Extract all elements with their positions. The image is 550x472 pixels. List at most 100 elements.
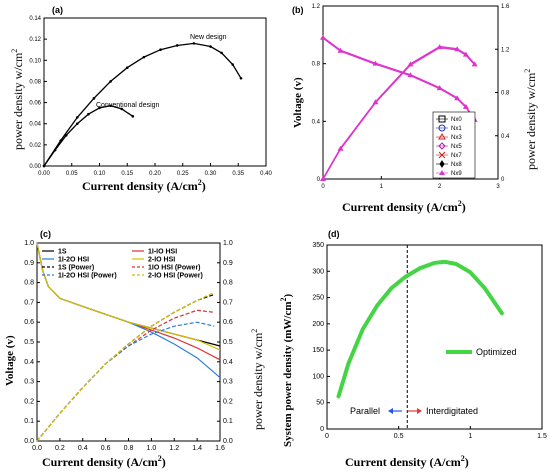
chart-d-y-tick-label: 50 — [316, 400, 324, 407]
chart-b-y-tick-label: 0 — [317, 177, 321, 183]
chart-d-optimized-line — [336, 259, 504, 399]
chart-b-legend-triangle-marker — [438, 133, 446, 140]
chart-d-y-tick-label: 0 — [320, 426, 324, 433]
chart-a-x-tick-label: 0.40 — [260, 171, 272, 177]
chart-d-arrow-right — [408, 408, 422, 414]
chart-c-legend-label: 1IO HSI (Power) — [148, 265, 201, 272]
chart-b-voltage-line-0 — [322, 37, 476, 121]
chart-a: (a) 0.00 0.05 0.10 0.15 0.20 0.25 0.30 0.35 0.40… — [10, 5, 272, 193]
chart-a-y-tick-label: 0.04 — [29, 122, 41, 128]
chart-a-y-tick-label: 0.00 — [29, 164, 41, 170]
chart-c-y-tick-label: 1.0 — [24, 240, 34, 247]
chart-b-power-point — [462, 51, 469, 57]
chart-b-legend-label: Nx3 — [451, 135, 462, 141]
chart-b-y-tick-label: 0.4 — [312, 119, 321, 125]
chart-c-power-line-3 — [36, 291, 215, 442]
chart-d-y-tick-label: 350 — [312, 242, 324, 249]
chart-b-power-point — [337, 145, 344, 151]
chart-b-legend-half-marker — [439, 160, 445, 168]
chart-c-y2-tick-label: 0.8 — [223, 280, 233, 287]
chart-c-legend-label: 1I-2O HSI — [58, 257, 89, 264]
chart-d-lines — [336, 259, 504, 399]
chart-a-plot-area — [43, 17, 267, 167]
chart-b-voltage-point — [454, 95, 461, 101]
chart-a-data-point — [64, 134, 68, 137]
chart-c-y-tick-label: 0.1 — [24, 418, 34, 425]
chart-d-x-tick-label: 1 — [468, 433, 472, 440]
chart-c-x-axis-label: Current density (A/cm2) — [42, 454, 166, 469]
panel-d-label: (d) — [328, 229, 340, 239]
chart-d-legend-optimized: Optimized — [476, 347, 517, 357]
chart-b-lines — [320, 34, 478, 181]
chart-d-annotation-interdigitated: Interdigitated — [426, 406, 478, 416]
chart-d-y-tick-label: 250 — [312, 295, 324, 302]
chart-a-data-point — [231, 63, 234, 66]
chart-c-y2-tick-label: 0.5 — [223, 339, 233, 346]
chart-a-data-point — [209, 45, 212, 48]
chart-d-y-ticks: 0 50 100 150 200 250 300 350 — [312, 242, 330, 433]
chart-c-x-tick-label: 1.2 — [169, 445, 179, 452]
chart-a-data-point — [131, 115, 135, 118]
chart-c-y2-axis-label: power density w/cm2 — [250, 329, 265, 430]
chart-a-y-ticks: 0.00 0.02 0.04 0.06 0.08 0.10 0.12 0.14 — [29, 16, 47, 170]
chart-a-x-tick-label: 0.05 — [66, 171, 78, 177]
chart-c-x-tick-label: 1.0 — [147, 445, 157, 452]
chart-d-plot-area — [326, 244, 543, 430]
chart-a-points — [42, 42, 243, 168]
chart-a-data-point — [59, 139, 62, 142]
chart-b-y2-tick-label: 1.2 — [501, 47, 510, 53]
chart-a-data-point — [76, 116, 79, 119]
chart-b-power-point — [372, 99, 379, 105]
chart-c-x-tick-label: 0.4 — [78, 445, 88, 452]
chart-c-y2-tick-label: 0.4 — [223, 359, 233, 366]
chart-a-x-tick-label: 0.10 — [94, 171, 106, 177]
chart-c-legend-label: 2-IO HSI (Power) — [148, 273, 203, 280]
chart-d-y-tick-label: 150 — [312, 347, 324, 354]
chart-a-y-axis-label: power density w/cm2 — [10, 49, 25, 150]
chart-c-y-tick-label: 0.3 — [24, 379, 34, 386]
chart-d: (d) 0 0.5 1 1.5 0 50 100 150 200 250 300 350 Optim… — [279, 229, 547, 469]
chart-b-legend-x-marker — [438, 151, 446, 159]
chart-a-x-tick-label: 0.20 — [149, 171, 161, 177]
chart-b-voltage-point — [372, 60, 379, 66]
chart-c-x-tick-label: 1.4 — [192, 445, 202, 452]
chart-b-y-axis-label: Voltage (v) — [292, 77, 304, 128]
chart-b-power-point — [407, 61, 414, 67]
chart-a-x-ticks: 0.00 0.05 0.10 0.15 0.20 0.25 0.30 0.35 0.40 — [38, 163, 272, 177]
chart-c-x-tick-label: 0.6 — [101, 445, 111, 452]
chart-b-legend-label: Nx7 — [451, 153, 462, 159]
chart-b-legend-diamond-marker — [438, 142, 446, 150]
chart-c-legend-label: 1S — [58, 249, 67, 256]
chart-b-power-line-0 — [322, 46, 476, 180]
chart-b: (b) 0 1 2 3 0 0.4 0.8 1.2 0 0.4 0.8 1.2 1.6 Nx0 Nx1… — [292, 4, 538, 214]
chart-a-data-point — [125, 66, 129, 69]
chart-d-x-tick-label: 0.5 — [394, 433, 404, 440]
chart-d-annotation-parallel: Parallel — [350, 406, 380, 416]
chart-d-y-tick-label: 100 — [312, 373, 324, 380]
chart-c-y-tick-label: 0.6 — [24, 319, 34, 326]
chart-b-voltage-line-2 — [322, 38, 476, 121]
chart-b-y-ticks: 0 0.4 0.8 1.2 — [312, 4, 326, 183]
chart-a-data-point — [42, 164, 46, 168]
chart-c-y2-tick-label: 1.0 — [223, 240, 233, 247]
chart-b-y2-axis-label: power density w/cm2 — [523, 69, 538, 170]
chart-a-data-point — [159, 48, 162, 52]
chart-a-y-tick-label: 0.12 — [29, 37, 41, 43]
chart-b-voltage-line-1 — [322, 36, 476, 120]
chart-c-y-tick-label: 0.8 — [24, 280, 34, 287]
chart-c-legend-label: 1S (Power) — [58, 265, 94, 272]
chart-a-data-point — [192, 42, 196, 45]
chart-d-y-tick-label: 300 — [312, 268, 324, 275]
chart-b-voltage-point — [337, 47, 344, 53]
chart-c-x-tick-label: 0.0 — [32, 445, 42, 452]
chart-b-y2-tick-label: 0.8 — [501, 91, 510, 97]
chart-b-legend-label: Nx5 — [451, 144, 462, 150]
chart-a-y-tick-label: 0.02 — [29, 143, 41, 149]
chart-b-voltage-point — [407, 72, 414, 78]
chart-d-x-tick-label: 1.5 — [537, 433, 547, 440]
chart-b-legend-label: Nx9 — [451, 171, 462, 177]
panel-a-label: (a) — [52, 5, 63, 15]
chart-b-y2-tick-label: 0.4 — [501, 134, 510, 140]
chart-c-y2-tick-label: 0.2 — [223, 398, 233, 405]
